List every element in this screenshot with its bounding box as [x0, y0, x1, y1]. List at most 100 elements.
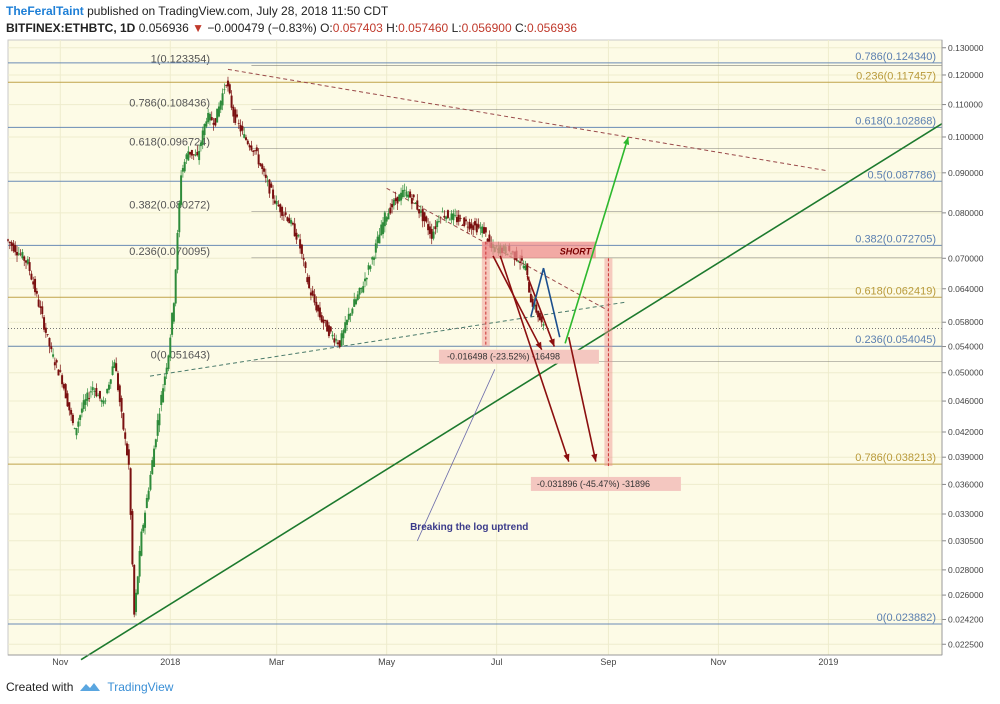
candle-body [354, 299, 357, 305]
candle-body [342, 330, 345, 339]
candle-body [432, 231, 435, 239]
candle-body [194, 154, 197, 156]
fib-label: 0.382(0.072705) [855, 233, 936, 245]
candle-body [468, 221, 471, 230]
candle-body [481, 226, 484, 234]
candle-body [160, 394, 163, 405]
candle-body [529, 293, 532, 303]
candle-body [477, 224, 480, 228]
candle-body [524, 265, 527, 271]
x-tick-label: 2018 [160, 657, 180, 667]
candle-body [219, 100, 222, 110]
candle-body [235, 114, 238, 117]
candle-body [37, 299, 40, 307]
candle-body [437, 221, 440, 222]
candle-body [410, 197, 413, 204]
candle-body [129, 468, 132, 515]
candle-body [133, 564, 136, 615]
symbol-line: BITFINEX:ETHBTC, 1D 0.056936 ▼ −0.000479… [6, 21, 578, 35]
price-chart[interactable]: 1(0.123354) 0.786(0.108436) 0.618(0.096724… [0, 0, 1000, 680]
candle-body [116, 373, 119, 391]
candle-body [46, 334, 49, 335]
candle-body [360, 287, 363, 290]
up-arrow-green-head [623, 136, 630, 145]
candle-body [445, 216, 448, 220]
x-tick-label: 2019 [818, 657, 838, 667]
y-tick-label: 0.030500 [948, 536, 984, 546]
measure-label-2: -0.031896 (-45.47%) -31896 [537, 479, 650, 489]
candle-body [145, 498, 148, 509]
y-tick-label: 0.033000 [948, 509, 984, 519]
candle-body [317, 305, 320, 312]
candle-body [34, 278, 37, 293]
author-link[interactable]: TheFeralTaint [6, 4, 84, 18]
candle-body [450, 213, 453, 220]
candle-body [448, 219, 451, 221]
fib-label: 0(0.051643) [151, 350, 210, 362]
candle-body [10, 242, 13, 246]
candle-body [409, 191, 412, 198]
candle-body [457, 214, 460, 222]
candle-body [142, 524, 145, 532]
candle-body [315, 301, 318, 311]
candle-body [192, 154, 195, 156]
down-arrow-1 [492, 255, 543, 351]
y-tick-label: 0.090000 [948, 168, 984, 178]
candle-body [329, 326, 332, 332]
y-tick-label: 0.058000 [948, 317, 984, 327]
low-value: 0.056900 [461, 21, 512, 35]
candle-body [374, 243, 377, 253]
candle-body [446, 210, 449, 218]
candle-body [475, 223, 478, 233]
candle-body [290, 220, 293, 224]
down-arrow-1-head [535, 341, 542, 350]
note-pointer [416, 369, 496, 541]
candle-body [185, 154, 188, 159]
candle-body [48, 337, 51, 347]
created-with-text: Created with [6, 680, 74, 694]
candle-body [124, 432, 127, 439]
candle-body [7, 239, 9, 241]
candle-body [30, 273, 33, 280]
candle-body [246, 140, 249, 145]
candle-body [351, 308, 354, 314]
candle-body [299, 239, 302, 249]
projection-path-blue [530, 267, 561, 338]
candle-body [416, 200, 419, 210]
annotations: SHORT -0.016498 (-23.52%) -16498 -0.031896… [410, 136, 681, 541]
candle-body [52, 354, 55, 357]
candle-body [126, 443, 129, 456]
candle-body [61, 375, 64, 385]
tradingview-brand[interactable]: TradingView [107, 680, 174, 694]
candle-body [196, 151, 199, 155]
candle-body [282, 214, 285, 216]
candle-body [183, 161, 186, 172]
candle-body [488, 234, 491, 243]
candle-body [378, 234, 381, 244]
candle-body [212, 122, 215, 125]
short-zone [482, 241, 596, 259]
candle-body [250, 145, 253, 151]
candle-body [14, 245, 17, 253]
candle-body [178, 202, 181, 233]
candle-body [241, 125, 244, 131]
fib-label: 0.236(0.070095) [129, 246, 210, 258]
fib-label: 0.5(0.087786) [868, 169, 937, 181]
candle-body [288, 218, 291, 224]
candle-body [463, 217, 466, 227]
candle-body [35, 290, 38, 294]
fib-label: 0.236(0.054045) [855, 334, 936, 346]
candle-body [151, 460, 154, 475]
symbol-name[interactable]: BITFINEX:ETHBTC, 1D [6, 21, 136, 35]
candle-body [356, 294, 359, 300]
candle-body [55, 360, 58, 363]
candle-body [391, 203, 394, 208]
candle-body [300, 244, 303, 254]
fib-label: 0.382(0.080272) [129, 200, 210, 212]
down-arrow-4 [567, 337, 597, 462]
candle-body [79, 415, 82, 420]
candle-body [419, 210, 422, 213]
candle-body [293, 223, 296, 237]
candle-body [464, 219, 467, 222]
candle-body [167, 355, 170, 370]
